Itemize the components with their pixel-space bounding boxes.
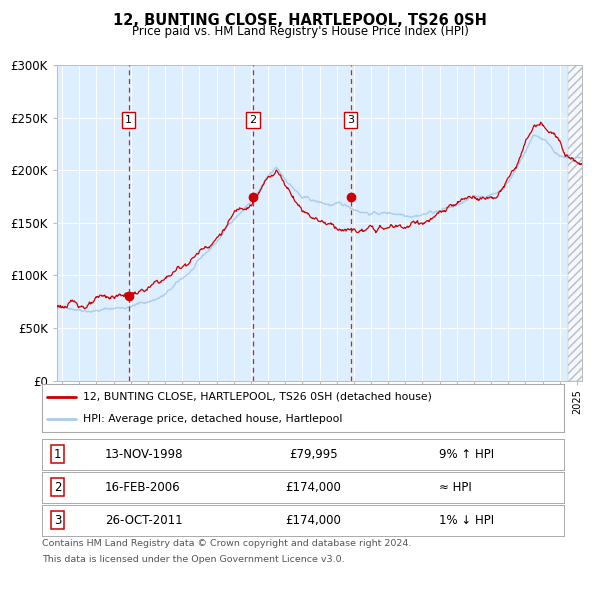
Text: 9% ↑ HPI: 9% ↑ HPI bbox=[439, 448, 494, 461]
Text: 16-FEB-2006: 16-FEB-2006 bbox=[104, 481, 180, 494]
Text: ≈ HPI: ≈ HPI bbox=[439, 481, 472, 494]
Text: 12, BUNTING CLOSE, HARTLEPOOL, TS26 0SH: 12, BUNTING CLOSE, HARTLEPOOL, TS26 0SH bbox=[113, 13, 487, 28]
Text: 3: 3 bbox=[54, 514, 61, 527]
Text: 1: 1 bbox=[54, 448, 61, 461]
Text: Price paid vs. HM Land Registry's House Price Index (HPI): Price paid vs. HM Land Registry's House … bbox=[131, 25, 469, 38]
Text: 13-NOV-1998: 13-NOV-1998 bbox=[104, 448, 183, 461]
Text: £174,000: £174,000 bbox=[286, 514, 341, 527]
Text: 1% ↓ HPI: 1% ↓ HPI bbox=[439, 514, 494, 527]
Text: HPI: Average price, detached house, Hartlepool: HPI: Average price, detached house, Hart… bbox=[83, 414, 342, 424]
Text: This data is licensed under the Open Government Licence v3.0.: This data is licensed under the Open Gov… bbox=[42, 555, 344, 564]
Text: £79,995: £79,995 bbox=[289, 448, 338, 461]
Text: 2: 2 bbox=[54, 481, 61, 494]
Text: 1: 1 bbox=[125, 114, 132, 124]
Text: 26-OCT-2011: 26-OCT-2011 bbox=[104, 514, 182, 527]
Text: £174,000: £174,000 bbox=[286, 481, 341, 494]
Text: 12, BUNTING CLOSE, HARTLEPOOL, TS26 0SH (detached house): 12, BUNTING CLOSE, HARTLEPOOL, TS26 0SH … bbox=[83, 392, 431, 402]
Text: 2: 2 bbox=[250, 114, 256, 124]
Text: Contains HM Land Registry data © Crown copyright and database right 2024.: Contains HM Land Registry data © Crown c… bbox=[42, 539, 412, 548]
Bar bbox=[568, 65, 586, 381]
Text: 3: 3 bbox=[347, 114, 354, 124]
Bar bbox=[568, 65, 586, 381]
